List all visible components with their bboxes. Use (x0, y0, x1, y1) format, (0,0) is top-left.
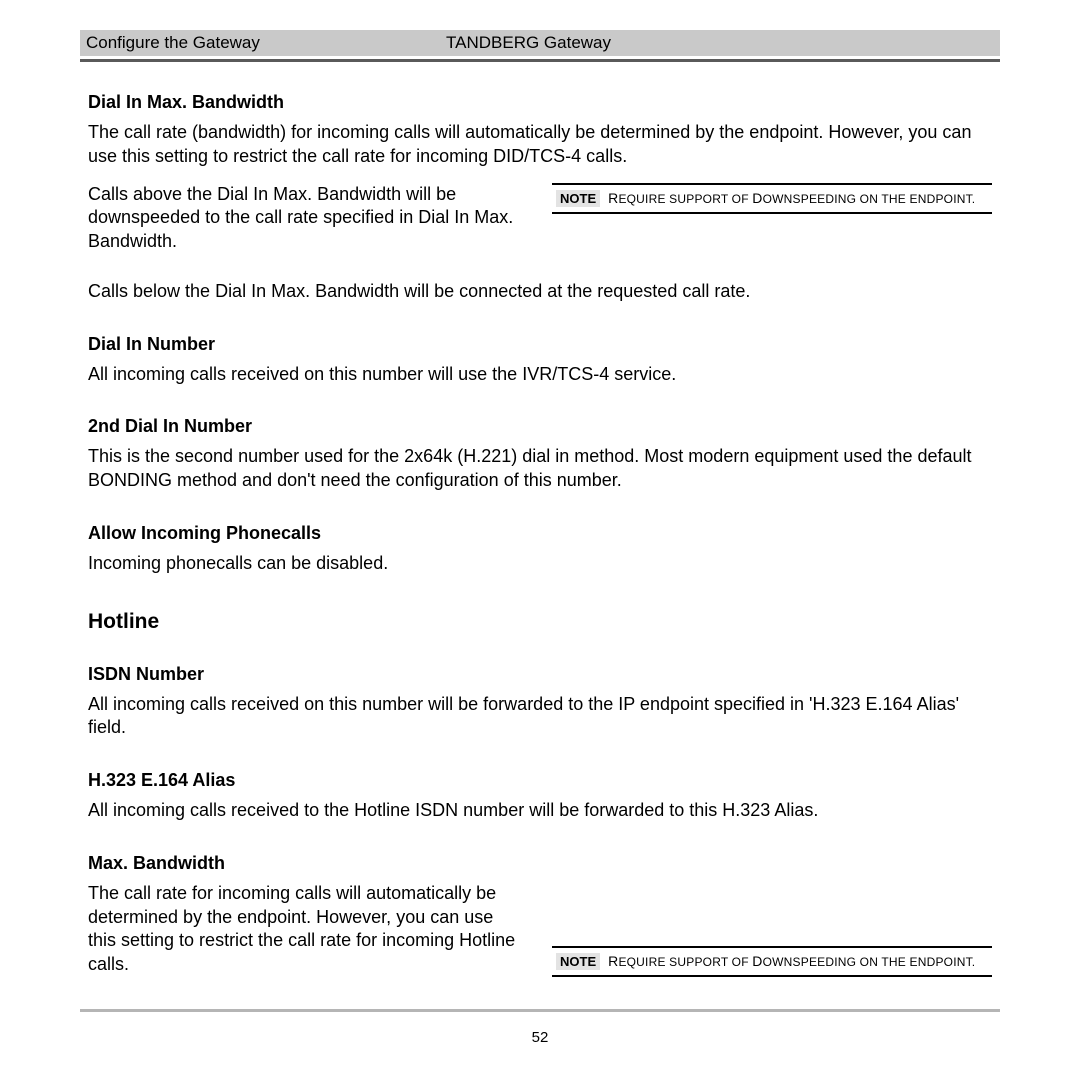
body-text: Calls below the Dial In Max. Bandwidth w… (88, 280, 992, 304)
heading-dial-in-number: Dial In Number (88, 334, 992, 355)
header-left: Configure the Gateway (80, 33, 446, 53)
body-text: All incoming calls received on this numb… (88, 363, 992, 387)
body-text: Calls above the Dial In Max. Bandwidth w… (88, 183, 524, 254)
note-label: NOTE (556, 953, 600, 970)
note-box: NOTE REQUIRE SUPPORT OF DOWNSPEEDING ON … (552, 183, 992, 214)
note-text: REQUIRE SUPPORT OF DOWNSPEEDING ON THE E… (608, 953, 975, 969)
page-number: 52 (0, 1029, 1080, 1046)
note-box: NOTE REQUIRE SUPPORT OF DOWNSPEEDING ON … (552, 946, 992, 977)
heading-2nd-dial-in-number: 2nd Dial In Number (88, 416, 992, 437)
body-text: The call rate for incoming calls will au… (88, 882, 524, 977)
note-text: REQUIRE SUPPORT OF DOWNSPEEDING ON THE E… (608, 190, 975, 206)
body-text: All incoming calls received to the Hotli… (88, 799, 992, 823)
heading-allow-incoming-phonecalls: Allow Incoming Phonecalls (88, 523, 992, 544)
header-bar: Configure the Gateway TANDBERG Gateway (80, 30, 1000, 56)
header-center: TANDBERG Gateway (446, 33, 611, 53)
heading-dial-in-max-bandwidth: Dial In Max. Bandwidth (88, 92, 992, 113)
body-text: This is the second number used for the 2… (88, 445, 992, 493)
content: Dial In Max. Bandwidth The call rate (ba… (80, 92, 1000, 977)
page: Configure the Gateway TANDBERG Gateway D… (0, 0, 1080, 1080)
body-text: The call rate (bandwidth) for incoming c… (88, 121, 992, 169)
bottom-rule (80, 1009, 1000, 1012)
heading-hotline: Hotline (88, 610, 992, 634)
row-with-note: The call rate for incoming calls will au… (88, 882, 992, 977)
note-label: NOTE (556, 190, 600, 207)
body-text: Incoming phonecalls can be disabled. (88, 552, 992, 576)
body-text: All incoming calls received on this numb… (88, 693, 992, 741)
heading-h323-alias: H.323 E.164 Alias (88, 770, 992, 791)
heading-max-bandwidth: Max. Bandwidth (88, 853, 992, 874)
heading-isdn-number: ISDN Number (88, 664, 992, 685)
row-with-note: Calls above the Dial In Max. Bandwidth w… (88, 183, 992, 268)
top-rule (80, 59, 1000, 62)
